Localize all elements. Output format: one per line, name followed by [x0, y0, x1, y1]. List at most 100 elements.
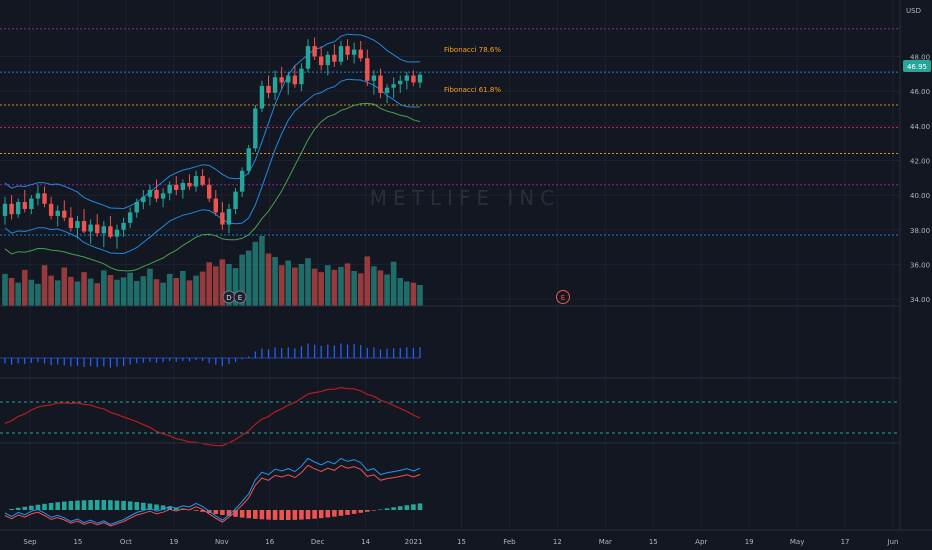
macd-histogram-bar [358, 510, 364, 513]
volume-bar [15, 282, 21, 306]
candle-body [174, 184, 179, 190]
last-price-tag[interactable]: 46.95 [903, 60, 931, 72]
candles[interactable] [2, 37, 423, 249]
macd-line [4, 457, 421, 525]
macd-histogram-bar [173, 507, 179, 510]
candle-body [2, 203, 8, 216]
histogram-bar [228, 358, 230, 365]
volume-bar [278, 265, 285, 306]
volume-bar [331, 269, 338, 306]
volume-bar [245, 250, 252, 306]
macd-histogram-bar [22, 506, 28, 510]
histogram-bar [116, 358, 118, 367]
volume-bar [107, 275, 114, 306]
macd-histogram-bar [299, 510, 304, 520]
volume-bar [173, 278, 180, 306]
candle-body [378, 75, 383, 93]
time-tick-label: 15 [457, 538, 466, 546]
time-tick-label: 2021 [405, 538, 423, 546]
candle-body [101, 226, 107, 234]
candle-body [266, 85, 271, 93]
histogram-bar [43, 358, 46, 364]
histogram-bar [202, 358, 204, 362]
histogram-bar [83, 358, 85, 368]
earnings-marker[interactable]: E [556, 290, 570, 304]
candle-body [187, 182, 192, 187]
candle-body [253, 108, 258, 149]
histogram-bar [96, 358, 98, 368]
volume-bar [166, 273, 173, 306]
histogram-bar [360, 345, 362, 358]
fib-lower-label: Fibonacci 61.8% [444, 86, 501, 94]
candle-body [292, 75, 298, 85]
time-tick-label: Jun [887, 538, 899, 546]
candle-body [147, 189, 153, 197]
histogram-bar [4, 358, 6, 364]
macd-histogram-bar [384, 508, 390, 510]
macd-histogram-bar [397, 506, 403, 510]
time-tick-label: 12 [553, 538, 562, 546]
time-tick-label: Dec [311, 538, 325, 546]
volume-bar [186, 280, 193, 306]
macd-histogram-bar [305, 510, 311, 520]
macd-histogram-bar [200, 510, 205, 512]
macd-histogram-bar [312, 510, 317, 519]
histogram-bar [24, 358, 26, 365]
macd-histogram-bar [121, 500, 126, 510]
macd-histogram-bar [68, 501, 74, 510]
macd-histogram-bar [154, 504, 159, 510]
fib-upper-label: Fibonacci 78.6% [444, 46, 501, 54]
macd-histogram-bar [246, 510, 252, 519]
macd-histogram-bar [94, 500, 100, 510]
candle-body [220, 212, 225, 225]
time-axis-ticks: Sep 15 Oct 19 Nov 16 Dec 14 2021 15 Feb 12 Mar 15 Apr 1… [23, 538, 898, 546]
macd-histogram-bar [15, 507, 21, 510]
volume-bar [410, 282, 417, 306]
volume-bar [193, 275, 199, 306]
histogram-bar [314, 344, 316, 358]
candle-body [226, 208, 232, 225]
candle-body [193, 176, 199, 187]
candle-body [141, 196, 146, 203]
candle-body [29, 198, 34, 209]
candle-body [398, 80, 403, 85]
histogram-bar [195, 358, 197, 360]
candle-body [332, 54, 337, 62]
candle-body [358, 49, 363, 59]
time-tick-label: Feb [503, 538, 516, 546]
macd-histogram-bar [253, 510, 258, 519]
volume-bar [101, 270, 107, 306]
price-tick-label: 46.00 [910, 88, 930, 96]
volume-bar [371, 266, 377, 306]
volume-bar [364, 256, 371, 306]
candle-body [338, 46, 344, 62]
histogram-bar [136, 358, 138, 364]
candle-body [365, 58, 370, 81]
volume-bar [74, 281, 81, 306]
currency-label: USD [906, 7, 921, 15]
candle-body [95, 224, 100, 234]
histogram-bar [221, 358, 223, 367]
volume-bar [338, 266, 344, 306]
volume-bar [351, 271, 357, 306]
histogram-bar [63, 358, 65, 366]
price-tick-label: 44.00 [910, 123, 930, 131]
histogram-bar [340, 343, 342, 358]
price-tick-label: 40.00 [910, 192, 930, 200]
candle-body [279, 77, 284, 83]
price-tick-label: 48.00 [910, 54, 930, 62]
candle-body [417, 74, 423, 83]
volume-bar [318, 272, 324, 306]
histogram-bar [37, 358, 39, 363]
volume-bar [226, 264, 232, 306]
volume-bar [377, 270, 384, 306]
histogram-bar [90, 358, 92, 367]
volume-bar [311, 268, 318, 306]
candle-body [55, 210, 60, 216]
dividend-marker[interactable]: D E [222, 290, 247, 304]
time-tick-label: 17 [841, 538, 850, 546]
macd-histogram-bar [318, 510, 324, 519]
macd-line [4, 464, 421, 527]
macd-histogram-bar [332, 510, 337, 517]
